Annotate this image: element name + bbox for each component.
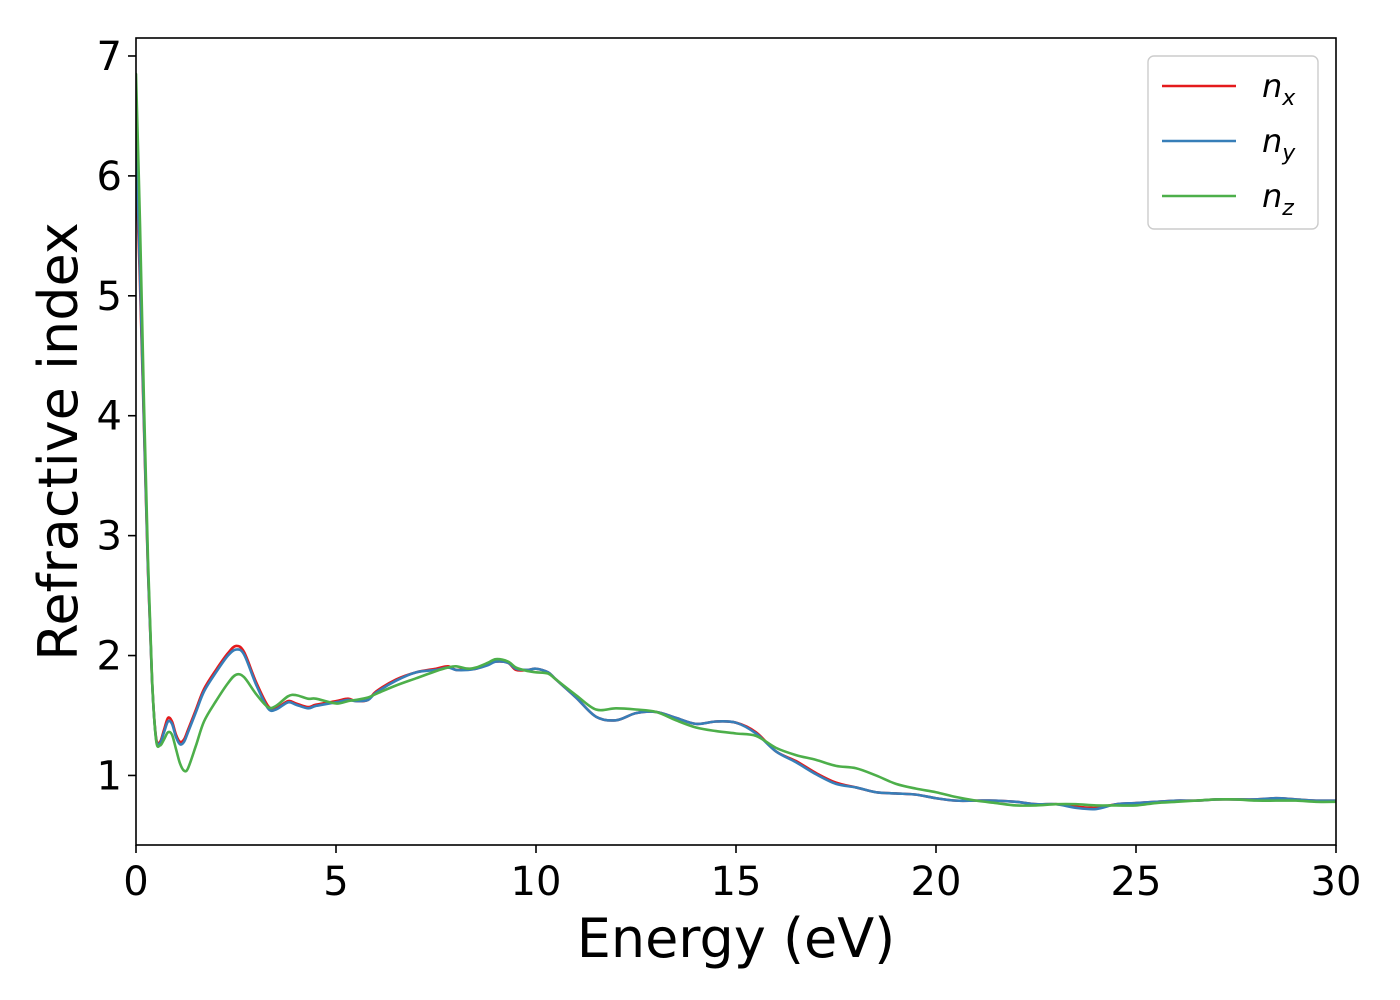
legend-label-ny: ny xyxy=(1262,122,1296,166)
x-axis-label: Energy (eV) xyxy=(577,907,896,970)
x-axis-ticks: 0 5 10 15 20 25 30 xyxy=(123,845,1361,905)
series-line-nx xyxy=(136,162,1336,810)
x-tick-label: 20 xyxy=(911,859,962,905)
x-tick-label: 0 xyxy=(123,859,148,905)
series-line-ny xyxy=(136,138,1336,811)
y-axis-ticks: 1 2 3 4 5 6 7 xyxy=(97,34,136,799)
x-tick-label: 30 xyxy=(1311,859,1362,905)
series-line-nz xyxy=(136,72,1336,807)
y-axis-label: Refractive index xyxy=(27,222,90,661)
legend-label-nz: nz xyxy=(1262,177,1294,221)
legend-box xyxy=(1147,55,1319,230)
y-tick-label: 6 xyxy=(97,154,122,200)
x-tick-label: 15 xyxy=(711,859,762,905)
y-tick-label: 2 xyxy=(97,634,122,680)
y-tick-label: 4 xyxy=(97,394,122,440)
x-tick-label: 10 xyxy=(511,859,562,905)
x-tick-label: 5 xyxy=(323,859,348,905)
y-tick-label: 5 xyxy=(97,274,122,320)
legend-label-nx: nx xyxy=(1262,67,1296,111)
x-tick-label: 25 xyxy=(1111,859,1162,905)
y-tick-label: 7 xyxy=(97,34,122,80)
y-tick-label: 3 xyxy=(97,514,122,560)
series-layer xyxy=(136,72,1336,811)
y-tick-label: 1 xyxy=(97,753,122,799)
legend: nx ny nz xyxy=(1147,55,1319,230)
